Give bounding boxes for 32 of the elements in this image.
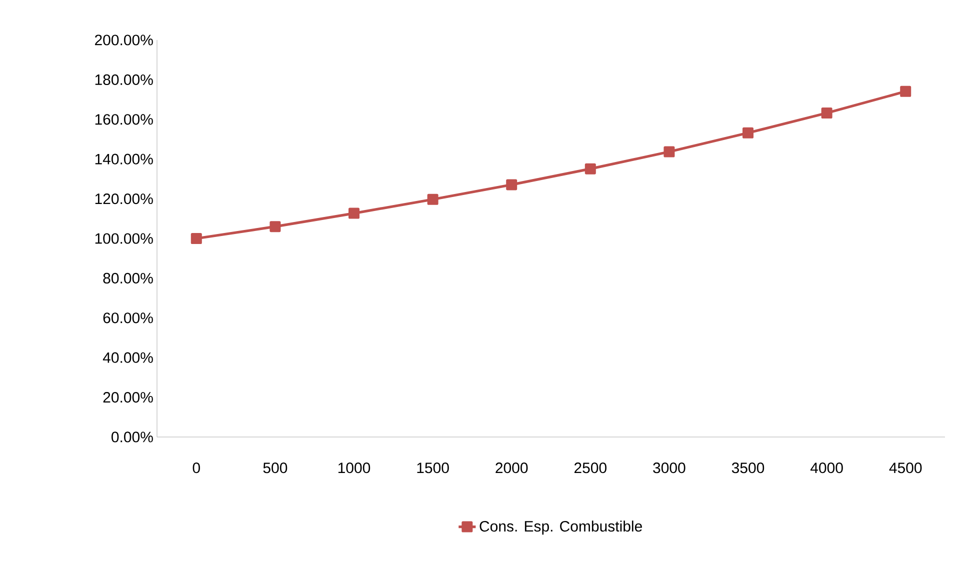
point [664,146,675,158]
x-tick-label: 1000 [338,462,370,474]
point [821,108,832,119]
point [900,86,912,97]
point [190,233,202,244]
y-tick-label: 200.00% [95,34,153,46]
x-tick-label: 500 [263,462,288,474]
x-tick-label: 2500 [574,462,606,474]
point [742,127,754,138]
point [584,163,596,174]
x-tick-label: 0 [192,462,200,474]
x-tick-label: 4000 [810,462,843,474]
y-tick-label: 140.00% [95,154,153,164]
x-tick-label: 2000 [496,462,528,474]
x-tick-label: 4500 [889,462,922,474]
x-tick-label: 3500 [732,462,764,474]
y-tick-label: 100.00% [95,233,153,244]
x-tick-label: 3000 [653,462,686,474]
y-tick-label: 160.00% [95,114,153,125]
point [348,208,360,219]
y-tick-label: 60.00% [103,312,153,324]
x-tick-label: 1500 [417,462,449,474]
y-tick-label: 40.00% [102,352,153,363]
legend-label: Cons. Esp. Combustible [480,520,642,535]
point [427,194,438,205]
y-tick-label: 0.00% [112,432,153,442]
y-tick-label: 120.00% [95,193,153,204]
y-tick-label: 20.00% [103,392,153,403]
y-tick-label: 80.00% [103,272,153,284]
y-tick-label: 180.00% [95,74,153,86]
point [270,221,281,232]
point [506,179,518,190]
